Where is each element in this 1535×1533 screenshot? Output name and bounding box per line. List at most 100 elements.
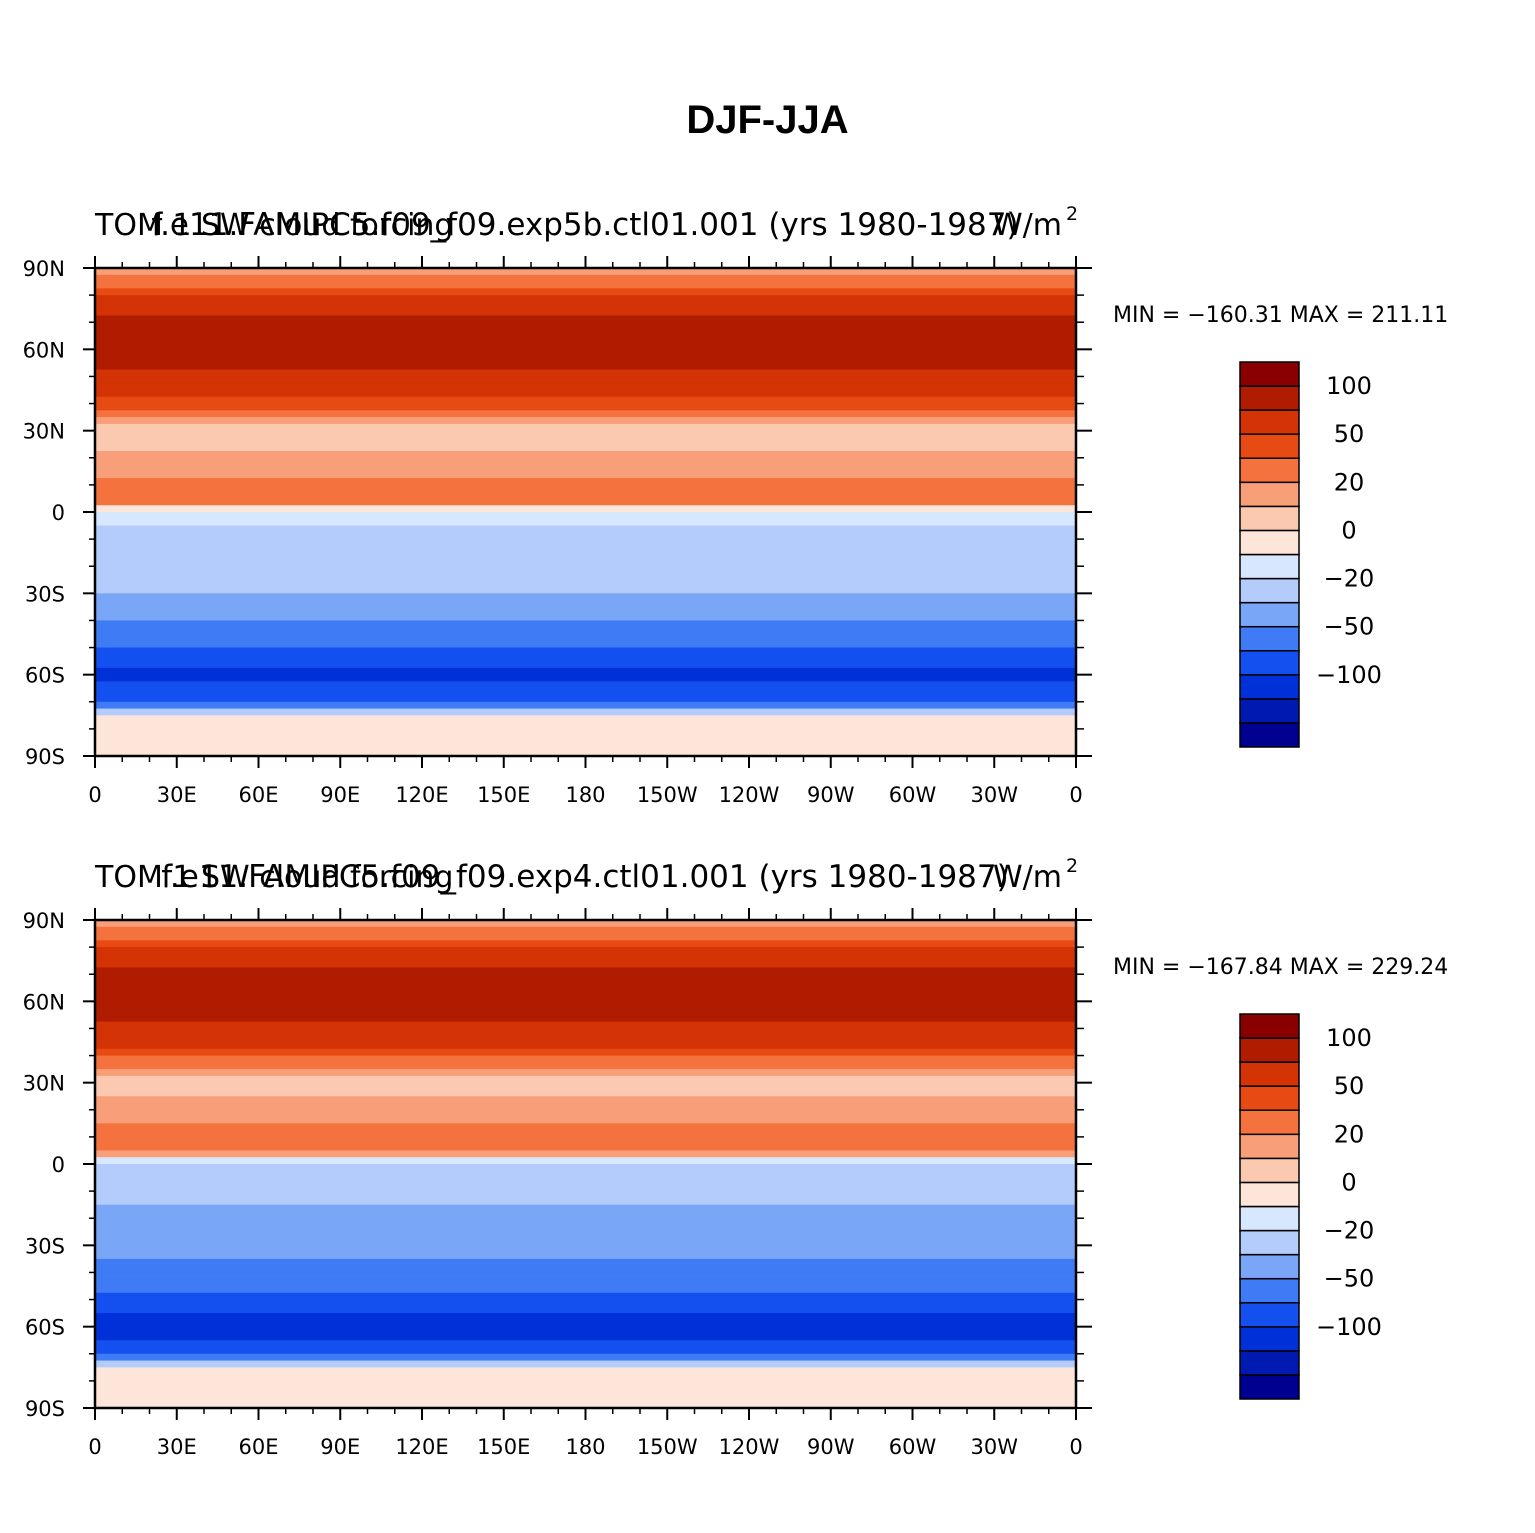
colorbar-box xyxy=(1239,1277,1300,1304)
y-tick-label: 60N xyxy=(23,338,65,362)
x-tick-label: 30W xyxy=(971,783,1019,807)
colorbar-box xyxy=(1239,1013,1300,1039)
field-band xyxy=(95,987,1076,996)
field-band xyxy=(95,1048,1076,1057)
field-band xyxy=(95,749,1076,757)
y-tick-label: 30N xyxy=(23,1072,65,1096)
colorbar-box xyxy=(1239,433,1300,459)
field-band xyxy=(95,559,1076,567)
field-band xyxy=(95,444,1076,452)
field-band xyxy=(95,708,1076,716)
colorbar-box xyxy=(1239,409,1300,435)
contour-field xyxy=(95,920,1076,1409)
field-band xyxy=(95,1143,1076,1152)
field-band xyxy=(95,1028,1076,1036)
field-band xyxy=(95,742,1076,750)
field-band xyxy=(95,471,1076,479)
colorbar-box xyxy=(1239,722,1300,748)
map-panel-2: 0 30E 60E 90E 120E 150E 180 150W 120W 90W 60W 30W 09… xyxy=(23,855,1449,1459)
colorbar-label: −20 xyxy=(1324,565,1375,593)
y-tick-label: 90N xyxy=(23,909,65,933)
field-band xyxy=(95,1360,1076,1368)
field-band xyxy=(95,268,1076,276)
panel-variable-label: TOM 1 SW cloud forcing xyxy=(94,860,453,895)
field-band xyxy=(95,430,1076,439)
colorbar-box xyxy=(1239,625,1300,652)
field-band xyxy=(95,423,1076,432)
x-tick-label: 120W xyxy=(719,783,780,807)
field-band xyxy=(95,920,1076,928)
panel-units-exponent: 2 xyxy=(1066,203,1078,225)
colorbar-box xyxy=(1239,505,1300,532)
x-tick-label: 180 xyxy=(565,1435,605,1459)
panel-bottom: 0 30E 60E 90E 120E 150E 180 150W 120W 90W 60W 30W 0 9… xyxy=(0,842,1535,1502)
field-band xyxy=(95,960,1076,969)
field-band xyxy=(95,464,1076,472)
y-tick-label: 0 xyxy=(52,501,65,525)
colorbar-box xyxy=(1239,577,1300,604)
field-band xyxy=(95,308,1076,317)
field-band xyxy=(95,532,1076,540)
field-band xyxy=(95,994,1076,1002)
field-band xyxy=(95,1014,1076,1023)
field-band xyxy=(95,1258,1076,1267)
colorbar-box xyxy=(1239,650,1300,676)
field-band xyxy=(95,1042,1076,1050)
field-band xyxy=(95,396,1076,405)
map-panel-1: 0 30E 60E 90E 120E 150E 180 150W 120W 90W 60W 30W 09… xyxy=(23,203,1449,807)
field-band xyxy=(95,735,1076,744)
field-band xyxy=(95,640,1076,649)
field-band xyxy=(95,1211,1076,1219)
colorbar-label: −100 xyxy=(1316,661,1382,689)
field-band xyxy=(95,369,1076,378)
colorbar-label: 100 xyxy=(1326,1024,1372,1052)
field-band xyxy=(95,335,1076,344)
x-tick-label: 150W xyxy=(637,1435,698,1459)
field-band xyxy=(95,1245,1076,1253)
field-band xyxy=(95,512,1076,520)
field-band xyxy=(95,926,1076,935)
panel-title: f.e11.FAMIPC5.f09_f09.exp4.ctl01.001 (yr… xyxy=(161,859,1008,895)
x-tick-label: 60W xyxy=(889,1435,937,1459)
field-band xyxy=(95,674,1076,683)
y-tick-label: 0 xyxy=(52,1153,65,1177)
field-band xyxy=(95,1109,1076,1118)
colorbar: −100 −50 −20 0 20 50 100 xyxy=(1239,1013,1382,1400)
field-band xyxy=(95,403,1076,411)
field-band xyxy=(95,322,1076,330)
x-tick-label: 150W xyxy=(637,783,698,807)
field-band xyxy=(95,362,1076,371)
field-band xyxy=(95,1191,1076,1199)
field-band xyxy=(95,1062,1076,1070)
field-band xyxy=(95,967,1076,975)
field-band xyxy=(95,1021,1076,1030)
field-band xyxy=(95,606,1076,615)
field-band xyxy=(95,281,1076,289)
colorbar-box xyxy=(1239,553,1300,580)
field-band xyxy=(95,329,1076,337)
panel-title: f.e11.FAMIPC5.f09_f09.exp5b.ctl01.001 (y… xyxy=(151,207,1018,243)
colorbar-box xyxy=(1239,1037,1300,1063)
colorbar-box xyxy=(1239,1109,1300,1136)
field-band xyxy=(95,1116,1076,1124)
field-band xyxy=(95,356,1076,364)
field-band xyxy=(95,518,1076,527)
field-band xyxy=(95,295,1076,303)
field-band xyxy=(95,654,1076,662)
colorbar-box xyxy=(1239,1229,1300,1256)
colorbar-box xyxy=(1239,385,1300,411)
colorbar-label: −50 xyxy=(1324,1265,1375,1293)
field-band xyxy=(95,1313,1076,1321)
colorbar-label: 100 xyxy=(1326,372,1372,400)
x-tick-label: 120E xyxy=(395,783,448,807)
field-band xyxy=(95,1197,1076,1206)
field-band xyxy=(95,505,1076,513)
x-tick-label: 60E xyxy=(239,783,279,807)
x-tick-label: 150E xyxy=(477,1435,530,1459)
field-band xyxy=(95,579,1076,588)
x-tick-label: 30W xyxy=(971,1435,1019,1459)
colorbar-label: −100 xyxy=(1316,1313,1382,1341)
colorbar-label: 20 xyxy=(1334,468,1365,496)
field-band xyxy=(95,1252,1076,1260)
colorbar-box xyxy=(1239,698,1300,724)
